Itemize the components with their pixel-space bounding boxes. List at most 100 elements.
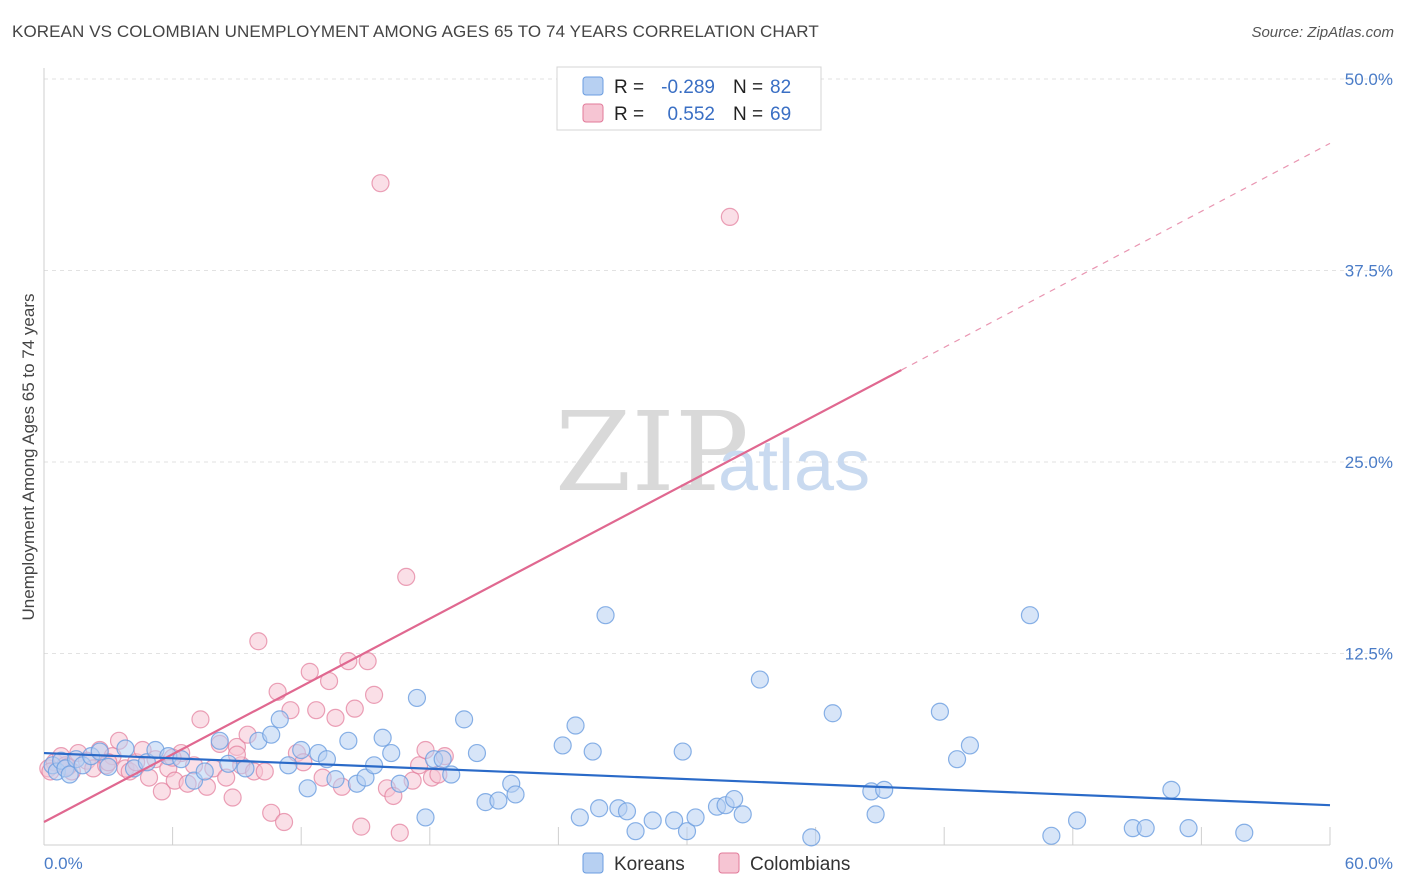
korean-point-64 [725, 789, 744, 809]
legend-swatch-koreans [582, 76, 604, 96]
colombian-point-51 [358, 652, 377, 671]
colombian-point-42 [300, 662, 319, 681]
korean-point-59 [673, 742, 692, 761]
korean-point-18 [210, 731, 229, 750]
chart-title: KOREAN VS COLOMBIAN UNEMPLOYMENT AMONG A… [12, 22, 819, 41]
korean-point-56 [626, 822, 645, 841]
bottom-legend: Koreans Colombians [582, 852, 850, 875]
korean-point-25 [292, 740, 311, 760]
korean-point-73 [947, 750, 967, 769]
watermark-atlas: atlas [718, 426, 870, 506]
colombian-point-49 [345, 699, 364, 718]
colombian-point-52 [364, 685, 384, 704]
korean-point-66 [750, 670, 769, 689]
korean-point-10 [116, 739, 135, 758]
colombian-point-16 [139, 768, 159, 787]
korean-point-68 [823, 704, 842, 723]
watermark: ZIP atlas [555, 388, 870, 516]
legend-koreans-r-label: R = [614, 77, 644, 98]
x-tick-label-max: 60.0% [1345, 854, 1393, 873]
korean-point-22 [262, 725, 281, 744]
y-tick-label-0: 12.5% [1345, 645, 1393, 664]
korean-point-50 [570, 808, 589, 827]
korean-point-60 [677, 822, 697, 841]
korean-point-76 [1042, 826, 1061, 845]
bottom-legend-koreans: Koreans [614, 854, 685, 875]
korean-point-19 [219, 754, 238, 773]
korean-point-37 [407, 688, 427, 708]
korean-trend-line [43, 751, 1331, 807]
legend-koreans-n-label: N = [733, 77, 763, 98]
korean-point-72 [930, 702, 950, 721]
colombian-point-43 [307, 701, 326, 720]
korean-point-82 [1235, 823, 1254, 842]
korean-point-38 [416, 808, 435, 827]
korean-point-36 [390, 774, 409, 793]
korean-point-35 [382, 743, 401, 763]
legend-colombians-n-value: 69 [770, 104, 791, 125]
korean-point-9 [99, 757, 118, 776]
colombian-point-38 [274, 812, 294, 832]
korean-point-51 [583, 742, 602, 761]
bottom-legend-colombians: Colombians [750, 854, 850, 875]
korean-point-75 [1020, 606, 1040, 625]
korean-point-61 [686, 808, 705, 827]
korean-point-8 [90, 742, 109, 761]
korean-point-26 [298, 779, 317, 798]
korean-point-34 [373, 728, 392, 747]
colombian-point-53 [371, 174, 390, 193]
colombian-trend-line [43, 369, 902, 823]
korean-point-48 [553, 736, 572, 755]
korean-point-65 [733, 805, 752, 824]
korean-point-74 [960, 736, 980, 755]
watermark-zip: ZIP [555, 388, 749, 516]
korean-point-42 [454, 710, 474, 729]
y-tick-label-1: 25.0% [1345, 453, 1393, 472]
korean-point-80 [1162, 780, 1181, 799]
korean-point-55 [617, 802, 637, 821]
korean-point-23 [270, 710, 289, 729]
korean-point-77 [1067, 811, 1087, 830]
colombian-points [39, 174, 739, 842]
legend-swatch-colombians [582, 103, 604, 123]
bottom-legend-swatch-colombians [718, 852, 740, 874]
colombian-point-50 [352, 817, 371, 836]
colombian-trend-extension [901, 142, 1331, 371]
korean-point-58 [665, 811, 684, 830]
colombian-point-29 [223, 788, 242, 807]
korean-point-53 [596, 606, 615, 625]
korean-point-57 [643, 811, 662, 830]
korean-point-17 [195, 762, 214, 781]
korean-point-81 [1179, 819, 1198, 838]
colombian-point-24 [191, 710, 210, 729]
legend-colombians-n-label: N = [733, 104, 763, 125]
bottom-legend-swatch-koreans [582, 852, 604, 874]
korean-point-30 [339, 731, 358, 750]
colombian-point-36 [262, 803, 281, 822]
colombian-point-57 [397, 567, 416, 587]
x-tick-label-min: 0.0% [44, 854, 83, 873]
legend-colombians-r-value: 0.552 [667, 104, 715, 125]
chart-source: Source: ZipAtlas.com [1251, 24, 1394, 41]
legend-box: R = -0.289 N = 82 R = 0.552 N = 69 [556, 66, 822, 131]
korean-points [43, 606, 1254, 847]
korean-point-45 [489, 791, 508, 810]
y-tick-labels: 12.5% 25.0% 37.5% 50.0% [1345, 70, 1393, 664]
colombian-point-56 [390, 823, 409, 842]
korean-point-70 [866, 805, 885, 824]
legend-colombians-r-label: R = [614, 104, 644, 125]
korean-point-20 [236, 759, 255, 778]
legend-koreans-r-value: -0.289 [661, 77, 715, 98]
korean-point-40 [433, 750, 452, 769]
korean-point-4 [60, 765, 79, 784]
legend-koreans-n-value: 82 [770, 77, 791, 98]
korean-point-52 [590, 799, 609, 818]
gridlines [44, 78, 1392, 654]
korean-point-24 [279, 756, 298, 775]
y-tick-label-2: 37.5% [1345, 262, 1393, 281]
korean-point-49 [566, 716, 585, 735]
trend-lines [43, 142, 1331, 823]
colombian-point-34 [249, 632, 268, 651]
colombian-point-18 [152, 782, 171, 801]
